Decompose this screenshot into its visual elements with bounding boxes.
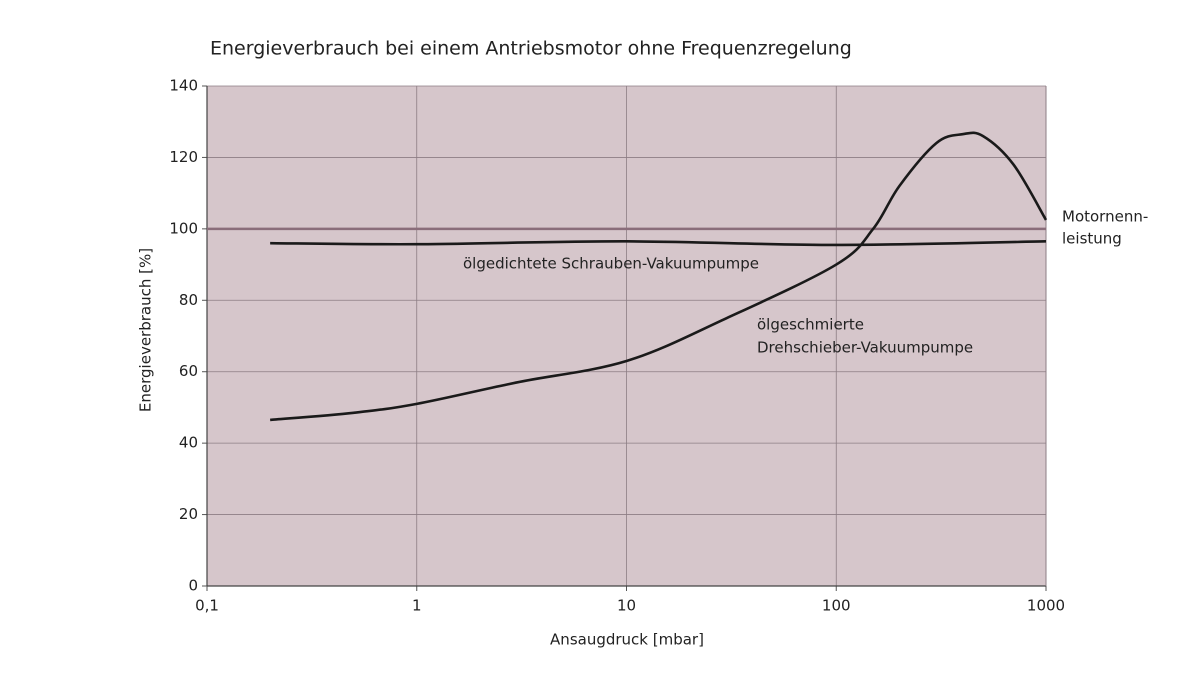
series-label: ölgeschmierte — [757, 316, 864, 334]
y-tick-label: 80 — [179, 291, 198, 309]
reference-label: leistung — [1062, 229, 1122, 247]
y-axis-label: Energieverbrauch [%] — [137, 248, 155, 412]
y-tick-label: 40 — [179, 434, 198, 452]
x-tick-label: 1000 — [1027, 597, 1065, 615]
series-label: ölgedichtete Schrauben-Vakuumpumpe — [463, 255, 759, 273]
y-tick-label: 20 — [179, 505, 198, 523]
y-tick-label: 0 — [188, 577, 198, 595]
x-tick-label: 10 — [617, 597, 636, 615]
y-tick-label: 120 — [169, 148, 198, 166]
y-tick-label: 100 — [169, 219, 198, 237]
y-tick-label: 60 — [179, 362, 198, 380]
x-tick-label: 0,1 — [195, 597, 219, 615]
x-tick-label: 1 — [412, 597, 422, 615]
reference-label: Motornenn- — [1062, 207, 1148, 225]
x-axis-label: Ansaugdruck [mbar] — [550, 631, 704, 649]
series-line — [270, 131, 1048, 422]
series-line — [270, 240, 1047, 247]
x-tick-label: 100 — [822, 597, 851, 615]
chart-title: Energieverbrauch bei einem Antriebsmotor… — [210, 38, 852, 60]
series-label: Drehschieber-Vakuumpumpe — [757, 339, 973, 357]
y-tick-label: 140 — [169, 77, 198, 95]
